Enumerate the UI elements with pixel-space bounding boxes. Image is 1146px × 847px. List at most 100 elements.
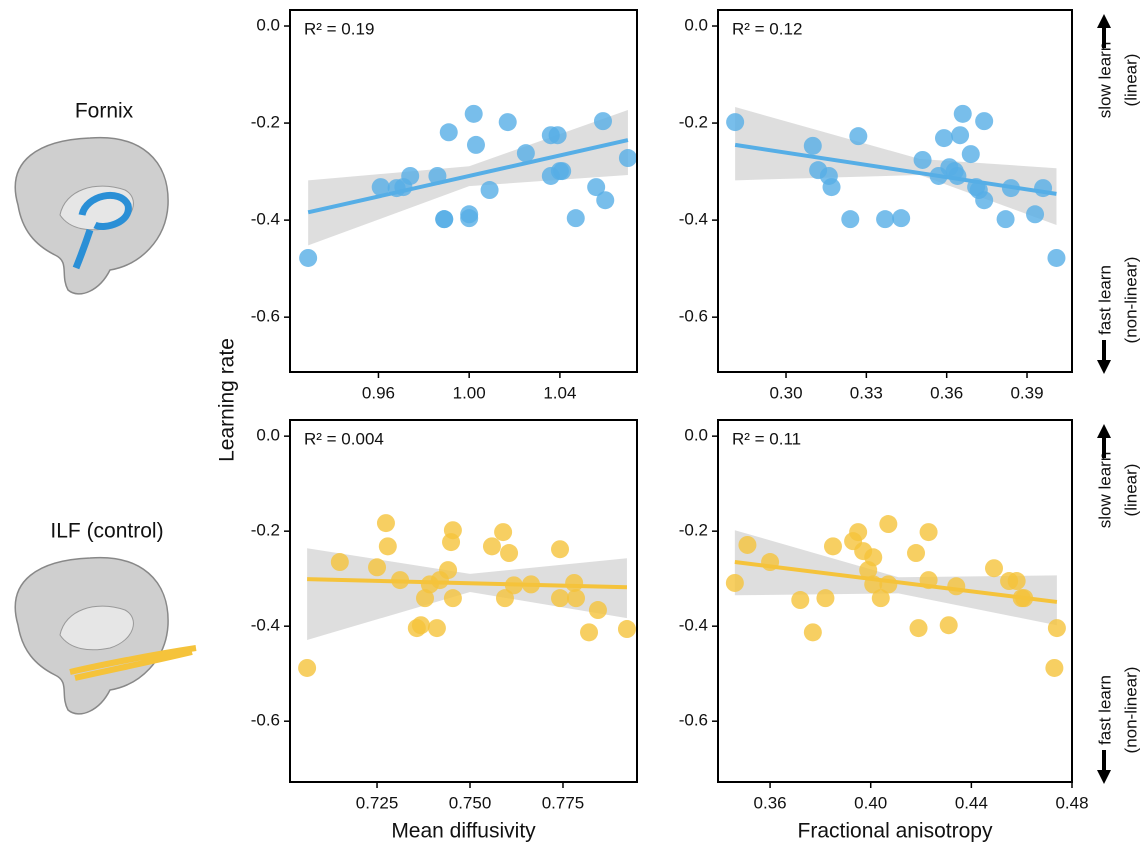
data-point [411, 616, 430, 635]
data-point [587, 178, 606, 197]
x-tick-label: 0.30 [769, 383, 802, 402]
x-tick-label: 0.775 [542, 793, 585, 812]
x-tick-label: 1.00 [453, 383, 486, 402]
y-tick-label: -0.2 [251, 521, 280, 540]
side-label: slow learn [1095, 452, 1114, 529]
data-point [1047, 248, 1066, 267]
data-point [738, 535, 757, 554]
data-point [551, 589, 570, 608]
data-point [567, 589, 586, 608]
data-point [1007, 572, 1026, 591]
x-tick-label: 0.36 [930, 383, 963, 402]
data-point [935, 129, 954, 148]
data-point [464, 104, 483, 123]
data-point [953, 104, 972, 123]
data-point [985, 559, 1004, 578]
data-point [596, 191, 615, 210]
data-point [580, 623, 599, 642]
y-tick-label: -0.6 [251, 307, 280, 326]
fit-line [307, 138, 629, 215]
y-tick-label: -0.4 [251, 210, 280, 229]
data-point [551, 540, 570, 559]
x-tick-label: 0.725 [356, 793, 399, 812]
data-point [961, 145, 980, 164]
data-point [822, 178, 841, 197]
data-point [439, 123, 458, 142]
x-axis-label: Fractional anisotropy [798, 820, 993, 843]
brain-fornix [14, 136, 169, 295]
data-point [299, 248, 318, 267]
y-tick-label: -0.4 [679, 210, 708, 229]
data-point [435, 210, 454, 229]
data-point [439, 561, 458, 580]
row-label: Fornix [75, 100, 134, 123]
data-point [1026, 205, 1045, 224]
data-point [879, 515, 898, 534]
plot-frame [289, 419, 638, 783]
data-point [498, 113, 517, 132]
data-point [427, 619, 446, 638]
x-tick-label: 0.39 [1010, 383, 1043, 402]
data-point [951, 126, 970, 145]
data-point [378, 537, 397, 556]
data-point [975, 191, 994, 210]
arrow-head [1097, 770, 1111, 784]
x-tick-label: 0.750 [449, 793, 492, 812]
fit-line [307, 577, 628, 590]
y-tick-label: -0.6 [251, 711, 280, 730]
r-squared: R² = 0.004 [304, 429, 384, 448]
panel: 0.0 -0.2 -0.4 -0.6 0.96 1.00 1.04 R² = 0.19 [251, 9, 638, 402]
x-tick-label: 1.04 [543, 383, 576, 402]
plot-frame [717, 9, 1073, 373]
x-tick-label: 0.96 [362, 383, 395, 402]
data-point [443, 521, 462, 540]
data-point [919, 523, 938, 542]
x-tick-label: 0.44 [955, 793, 988, 812]
data-point [482, 537, 501, 556]
side-label: slow learn [1095, 42, 1114, 119]
y-axis-label: Learning rate [216, 338, 239, 462]
data-point [593, 112, 612, 131]
data-point [803, 623, 822, 642]
r-squared: R² = 0.11 [732, 429, 801, 448]
data-point [816, 589, 835, 608]
panel: 0.0 -0.2 -0.4 -0.6 0.30 0.33 0.36 0.39 R² = 0.12 [679, 9, 1073, 402]
data-point [939, 616, 958, 635]
y-tick-label: 0.0 [256, 15, 280, 34]
side-label: (linear) [1121, 54, 1140, 107]
fit-line [734, 560, 1058, 604]
arrow-head [1097, 360, 1111, 374]
confidence-band [734, 530, 1057, 626]
data-point [516, 144, 535, 163]
x-tick-label: 0.36 [754, 793, 787, 812]
side-label: (non-linear) [1121, 667, 1140, 754]
y-tick-label: -0.2 [251, 113, 280, 132]
data-point [725, 573, 744, 592]
data-point [975, 112, 994, 131]
data-point [330, 553, 349, 572]
data-point [879, 575, 898, 594]
y-tick-label: -0.2 [679, 521, 708, 540]
x-tick-label: 0.33 [850, 383, 883, 402]
y-tick-label: -0.4 [251, 616, 280, 635]
data-point [401, 166, 420, 185]
data-point [443, 589, 462, 608]
row-label: ILF (control) [50, 520, 163, 543]
data-point [907, 544, 926, 563]
y-tick-label: -0.2 [679, 113, 708, 132]
data-point [1047, 619, 1066, 638]
data-point [566, 209, 585, 228]
confidence-band [735, 107, 1057, 225]
data-point [550, 162, 569, 181]
data-point [849, 523, 868, 542]
data-point [864, 548, 883, 567]
side-label: fast learn [1095, 675, 1114, 745]
arrow-head [1097, 14, 1111, 28]
r-squared: R² = 0.19 [304, 19, 374, 38]
side-label: (linear) [1121, 464, 1140, 517]
data-point [500, 544, 519, 563]
data-point [494, 523, 513, 542]
data-point [617, 620, 636, 639]
x-tick-label: 0.40 [854, 793, 887, 812]
